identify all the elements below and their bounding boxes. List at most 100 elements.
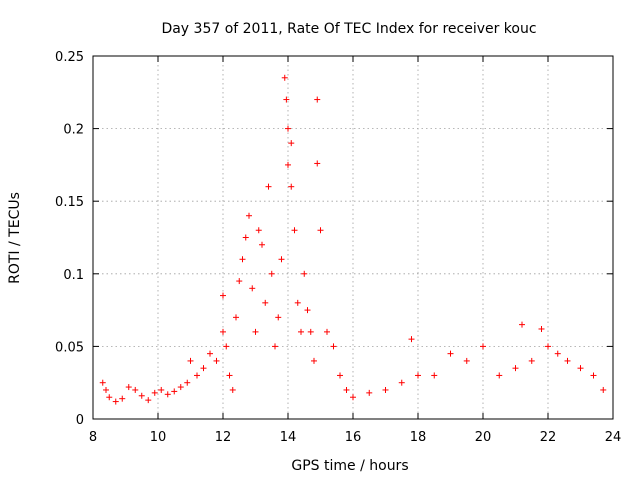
x-tick-label: 10: [150, 430, 167, 445]
data-point: [194, 372, 200, 379]
x-tick-label: 12: [215, 430, 232, 445]
data-point: [252, 328, 259, 335]
data-point: [350, 394, 356, 401]
data-point: [538, 325, 545, 332]
data-point: [220, 328, 226, 335]
data-point: [275, 314, 282, 321]
x-tick-labels: 8 10 12 14 16 18 20 22 24: [89, 430, 621, 445]
data-point: [314, 160, 321, 167]
data-point: [249, 285, 256, 292]
data-point: [242, 234, 249, 241]
data-point: [382, 386, 389, 393]
data-point: [600, 386, 607, 393]
data-point: [112, 398, 119, 405]
data-point: [496, 372, 503, 379]
x-tick-label: 16: [345, 430, 362, 445]
data-point: [272, 343, 278, 350]
data-point: [343, 386, 350, 393]
x-tick-label: 24: [605, 430, 622, 445]
data-point: [480, 343, 486, 350]
y-tick-label: 0.15: [55, 195, 84, 210]
data-point: [408, 336, 415, 343]
data-point: [324, 328, 330, 335]
data-point: [151, 389, 158, 396]
data-point: [158, 386, 165, 393]
data-point: [337, 372, 343, 379]
data-point: [304, 307, 311, 314]
data-point: [259, 241, 265, 248]
x-tick-label: 8: [89, 430, 97, 445]
data-point: [431, 372, 438, 379]
data-point: [298, 328, 304, 335]
data-point: [311, 357, 317, 364]
data-point: [281, 74, 288, 81]
data-point: [528, 357, 535, 364]
y-tick-label: 0.25: [55, 50, 84, 65]
data-point: [285, 161, 291, 168]
y-tick-label: 0: [76, 413, 84, 428]
x-axis-label: GPS time / hours: [291, 458, 408, 474]
data-point: [138, 392, 145, 399]
data-point: [233, 314, 239, 321]
data-point: [545, 343, 551, 350]
data-point: [145, 397, 152, 404]
data-point: [330, 343, 337, 350]
data-point: [246, 212, 252, 219]
ticks: [92, 55, 614, 420]
data-point: [106, 394, 113, 401]
data-point: [187, 357, 194, 364]
data-point: [255, 227, 262, 234]
x-tick-label: 20: [475, 430, 492, 445]
y-axis-label: ROTI / TECUs: [7, 192, 23, 284]
data-point: [317, 227, 324, 234]
data-point: [132, 386, 139, 393]
data-point: [301, 270, 308, 277]
data-point: [177, 384, 184, 391]
data-point: [184, 379, 191, 386]
data-point: [577, 365, 584, 372]
y-tick-label: 0.05: [55, 340, 84, 355]
data-point: [226, 372, 233, 379]
data-point: [213, 357, 220, 364]
data-point: [314, 96, 321, 103]
x-tick-label: 18: [410, 430, 427, 445]
data-point: [236, 278, 243, 285]
data-point: [447, 350, 454, 357]
data-points: [99, 74, 607, 405]
data-point: [223, 343, 230, 350]
chart-title: Day 357 of 2011, Rate Of TEC Index for r…: [161, 21, 536, 37]
data-point: [512, 365, 519, 372]
data-point: [564, 357, 571, 364]
data-point: [291, 227, 298, 234]
data-point: [415, 372, 421, 379]
data-point: [265, 183, 272, 190]
data-point: [283, 96, 290, 103]
data-point: [398, 379, 405, 386]
data-point: [519, 321, 525, 328]
data-point: [164, 391, 171, 398]
data-point: [171, 388, 178, 395]
data-point: [103, 386, 109, 393]
data-point: [207, 350, 213, 357]
data-point: [268, 270, 275, 277]
data-point: [125, 384, 132, 391]
grid: [93, 56, 613, 419]
data-point: [229, 386, 236, 393]
data-point: [220, 292, 226, 299]
data-point: [307, 328, 314, 335]
data-point: [119, 395, 126, 402]
data-point: [288, 183, 295, 190]
data-point: [278, 256, 285, 263]
y-tick-label: 0.1: [63, 268, 84, 283]
data-point: [366, 389, 373, 396]
data-point: [288, 140, 295, 147]
data-point: [262, 299, 269, 306]
y-tick-labels: 0 0.05 0.1 0.15 0.2 0.25: [55, 50, 84, 428]
data-point: [294, 299, 301, 306]
y-tick-label: 0.2: [63, 123, 84, 138]
data-point: [463, 357, 470, 364]
data-point: [554, 350, 561, 357]
data-point: [99, 379, 106, 386]
x-tick-label: 14: [280, 430, 297, 445]
